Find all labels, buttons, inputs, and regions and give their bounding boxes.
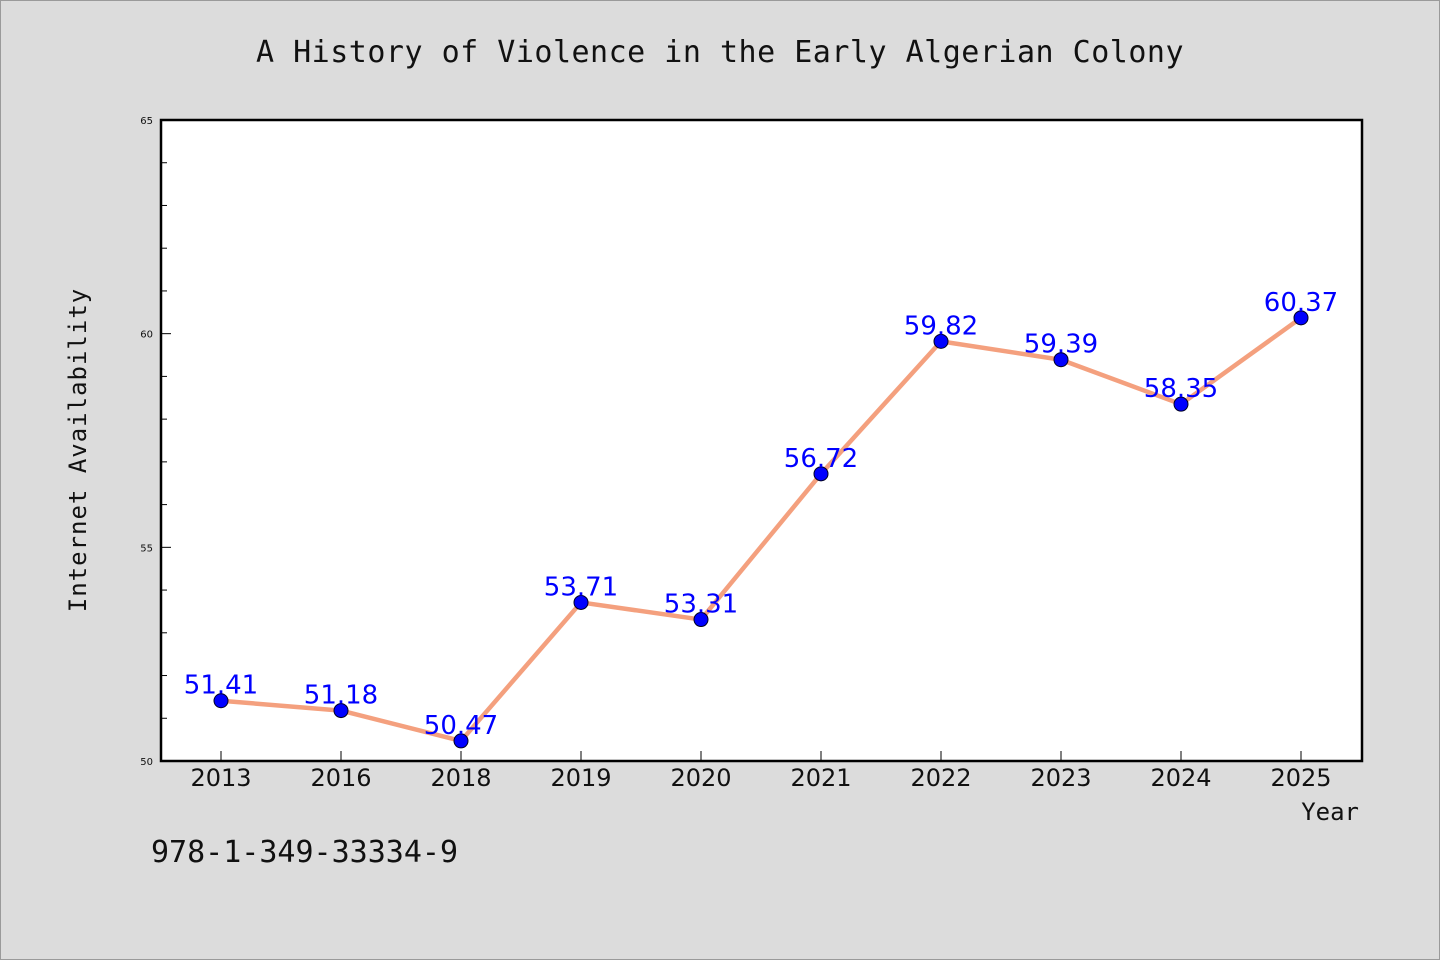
data-point-marker <box>933 333 949 349</box>
data-label: 59.82 <box>904 311 978 341</box>
data-point-marker <box>1053 352 1069 368</box>
data-label: 50.47 <box>424 711 498 741</box>
data-point-marker <box>1173 396 1189 412</box>
data-point-marker <box>1293 310 1309 326</box>
x-tick-label: 2019 <box>550 764 611 792</box>
data-point-marker <box>333 703 349 719</box>
x-tick-label: 2013 <box>190 764 251 792</box>
plot-frame <box>159 118 1364 763</box>
x-tick-label: 2022 <box>910 764 971 792</box>
x-axis-label: Year <box>1301 798 1359 826</box>
y-tick-label: 55 <box>140 543 153 554</box>
data-point-marker <box>693 612 709 628</box>
data-label: 56.72 <box>784 444 858 474</box>
series-line <box>220 316 1303 744</box>
y-tick-label: 65 <box>140 116 153 127</box>
x-tick-label: 2024 <box>1150 764 1211 792</box>
data-label: 51.41 <box>184 671 258 701</box>
x-tick-label: 2021 <box>790 764 851 792</box>
x-tick-label: 2023 <box>1030 764 1091 792</box>
x-tick-label: 2018 <box>430 764 491 792</box>
data-point-marker <box>453 733 469 749</box>
data-label: 51.18 <box>304 681 378 711</box>
x-tick-label: 2016 <box>310 764 371 792</box>
isbn-footer-text: 978-1-349-33334-9 <box>151 835 459 870</box>
data-label: 53.71 <box>544 572 618 602</box>
x-tick-label: 2020 <box>670 764 731 792</box>
data-point-marker <box>213 693 229 709</box>
data-label: 60.37 <box>1264 288 1338 318</box>
data-label: 58.35 <box>1144 374 1218 404</box>
chart-title: A History of Violence in the Early Alger… <box>255 35 1185 70</box>
data-label: 59.39 <box>1024 330 1098 360</box>
data-point-marker <box>573 594 589 610</box>
data-label: 53.31 <box>664 590 738 620</box>
y-tick-label: 50 <box>140 757 153 768</box>
y-tick-label: 60 <box>140 330 153 341</box>
data-point-marker <box>813 466 829 482</box>
x-tick-label: 2025 <box>1270 764 1331 792</box>
